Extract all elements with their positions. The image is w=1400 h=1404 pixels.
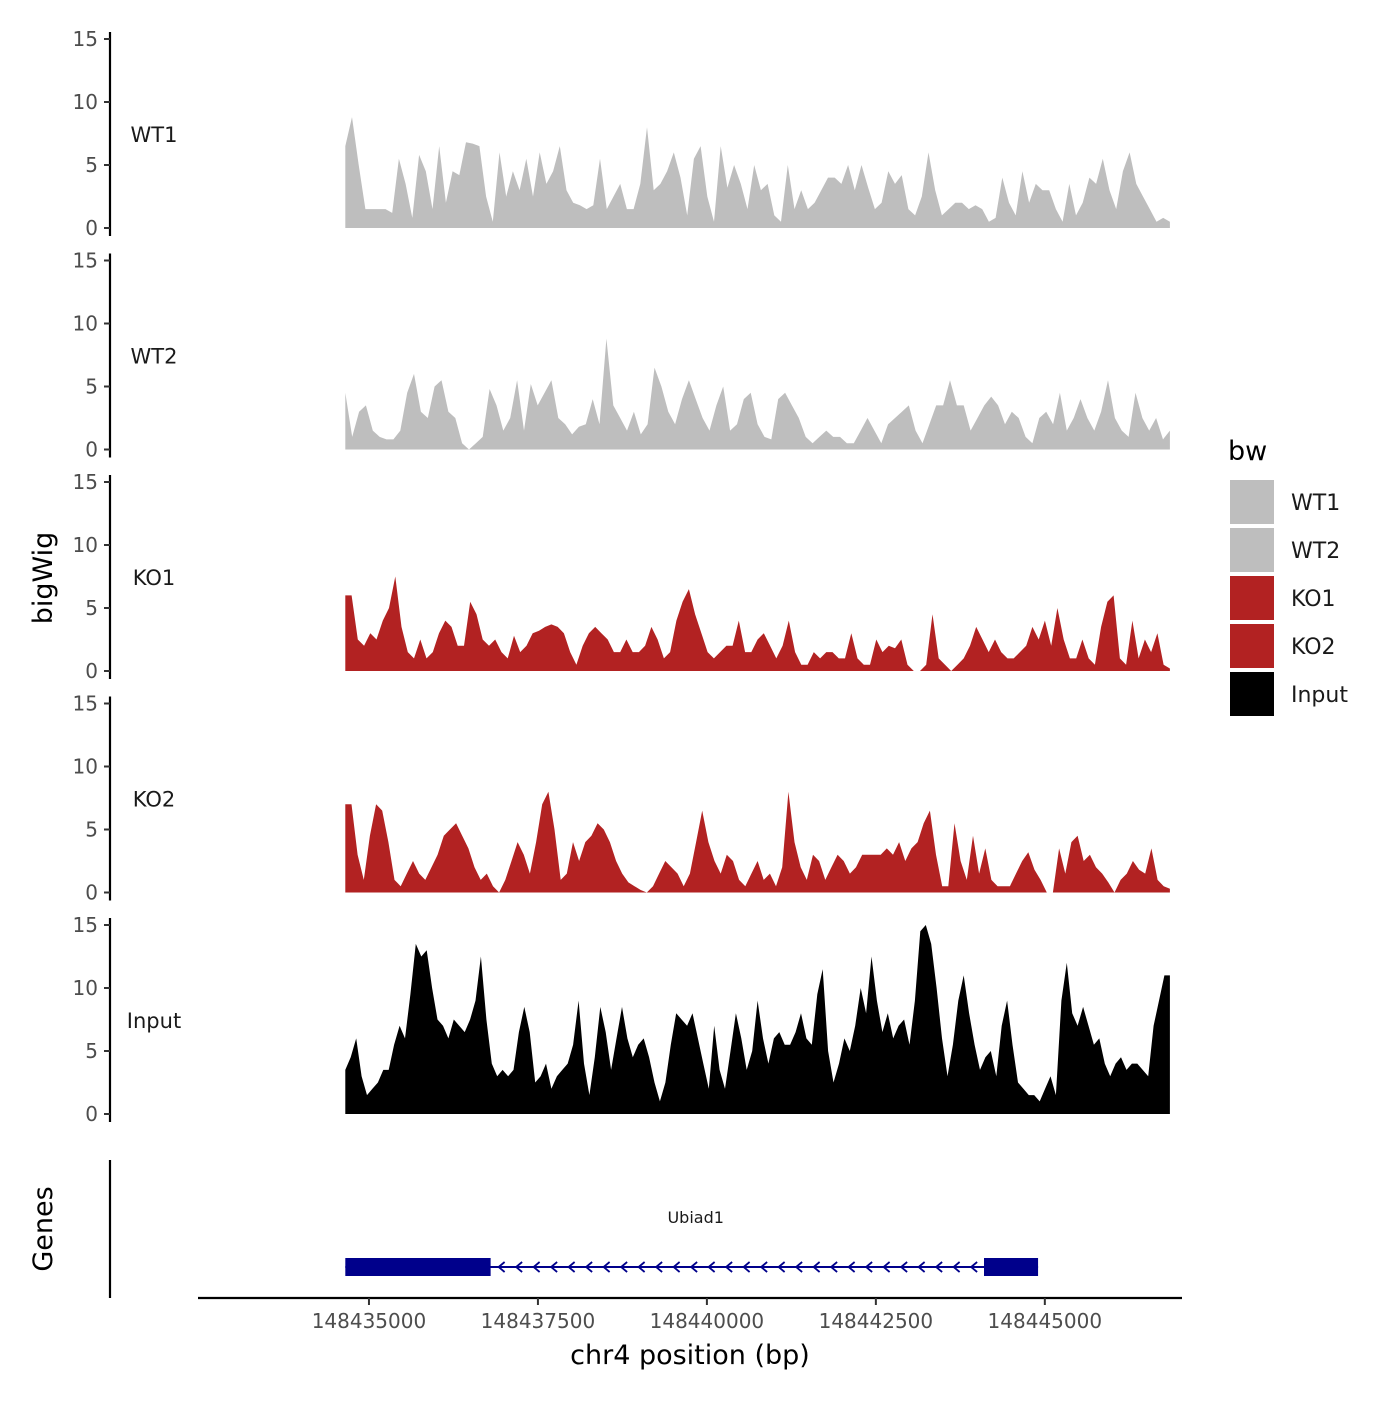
strand-arrow [689,1261,698,1273]
y-tick-label: 10 [73,90,98,114]
legend: bw WT1 WT2 KO1 KO2 Input [1228,436,1348,716]
track-wt1: 0 5 10 15 WT1 [73,27,1170,240]
y-tick-label: 5 [85,1039,98,1063]
legend-key-ko1 [1230,576,1274,620]
gene-exon [984,1258,1039,1276]
strand-arrow [567,1261,576,1273]
strand-arrow [829,1261,838,1273]
x-tick-label: 148437500 [481,1309,596,1333]
y-tick-label: 15 [73,913,98,937]
legend-title: bw [1228,436,1267,467]
y-tick-label: 10 [73,755,98,779]
x-tick-label: 148440000 [650,1309,765,1333]
y-tick-label: 0 [85,659,98,683]
legend-label-ko1: KO1 [1291,587,1336,612]
y-tick-label: 15 [73,27,98,51]
strand-arrow [619,1261,628,1273]
track-label-ko2: KO2 [133,788,176,812]
strand-arrow [934,1261,943,1273]
strand-arrow [812,1261,821,1273]
y-axis-title: bigWig [28,532,59,625]
strand-arrow [864,1261,873,1273]
track-ko1: 0 5 10 15 KO1 [73,470,1170,683]
strand-arrow [917,1261,926,1273]
gene-ubiad1: Ubiad1 [345,1208,1039,1276]
legend-label-wt2: WT2 [1291,539,1340,564]
legend-key-ko2 [1230,624,1274,668]
x-axis: 148435000 148437500 148440000 148442500 1484… [198,1296,1182,1333]
y-tick-label: 0 [85,881,98,905]
track-label-ko1: KO1 [133,566,176,590]
strand-arrow [742,1261,751,1273]
legend-label-wt1: WT1 [1291,491,1340,516]
strand-arrow [532,1261,541,1273]
strand-arrow [584,1261,593,1273]
area-ko1 [345,576,1170,671]
legend-key-wt1 [1230,480,1274,524]
legend-key-input [1230,672,1274,716]
track-input: 0 5 10 15 Input [73,913,1170,1126]
strand-arrow [707,1261,716,1273]
strand-arrow [952,1261,961,1273]
legend-key-wt2 [1230,528,1274,572]
y-tick-label: 5 [85,596,98,620]
tracks: 0 5 10 15 WT1 0 5 10 15 WT2 0 5 10 15 KO1 0 5 10 15 KO2 0 5 10… [73,27,1170,1126]
y-tick-label: 0 [85,1102,98,1126]
strand-arrow [899,1261,908,1273]
strand-arrow [637,1261,646,1273]
track-label-wt1: WT1 [131,123,178,147]
y-tick-label: 5 [85,818,98,842]
strand-arrow [882,1261,891,1273]
y-tick-label: 10 [73,533,98,557]
area-input [345,925,1170,1114]
x-tick-label: 148445000 [988,1309,1103,1333]
track-label-wt2: WT2 [131,345,178,369]
strand-arrow [602,1261,611,1273]
gene-label: Ubiad1 [667,1208,723,1227]
strand-arrow [549,1261,558,1273]
area-wt2 [345,338,1170,450]
strand-arrow [497,1261,506,1273]
genes-panel-title: Genes [28,1186,59,1271]
strand-arrow [654,1261,663,1273]
y-tick-label: 10 [73,976,98,1000]
y-tick-label: 10 [73,312,98,336]
strand-arrow [672,1261,681,1273]
y-tick-label: 15 [73,692,98,716]
y-tick-label: 0 [85,438,98,462]
strand-arrow [777,1261,786,1273]
strand-arrow [847,1261,856,1273]
x-tick-label: 148442500 [819,1309,934,1333]
strand-arrow [759,1261,768,1273]
y-tick-label: 0 [85,216,98,240]
track-ko2: 0 5 10 15 KO2 [73,692,1170,905]
area-ko2 [345,791,1170,893]
track-label-input: Input [127,1009,181,1033]
legend-label-input: Input [1291,683,1348,708]
strand-arrow [969,1261,978,1273]
strand-arrow [514,1261,523,1273]
y-tick-label: 15 [73,470,98,494]
genes-panel: Ubiad1 [108,1160,1039,1298]
x-axis-title: chr4 position (bp) [570,1340,810,1371]
y-tick-label: 5 [85,153,98,177]
strand-arrow [794,1261,803,1273]
legend-label-ko2: KO2 [1291,635,1336,660]
y-tick-label: 15 [73,249,98,273]
y-tick-label: 5 [85,375,98,399]
strand-arrow [724,1261,733,1273]
area-wt1 [345,117,1170,228]
track-wt2: 0 5 10 15 WT2 [73,249,1170,462]
gene-exon [345,1258,491,1276]
x-tick-label: 148435000 [312,1309,427,1333]
